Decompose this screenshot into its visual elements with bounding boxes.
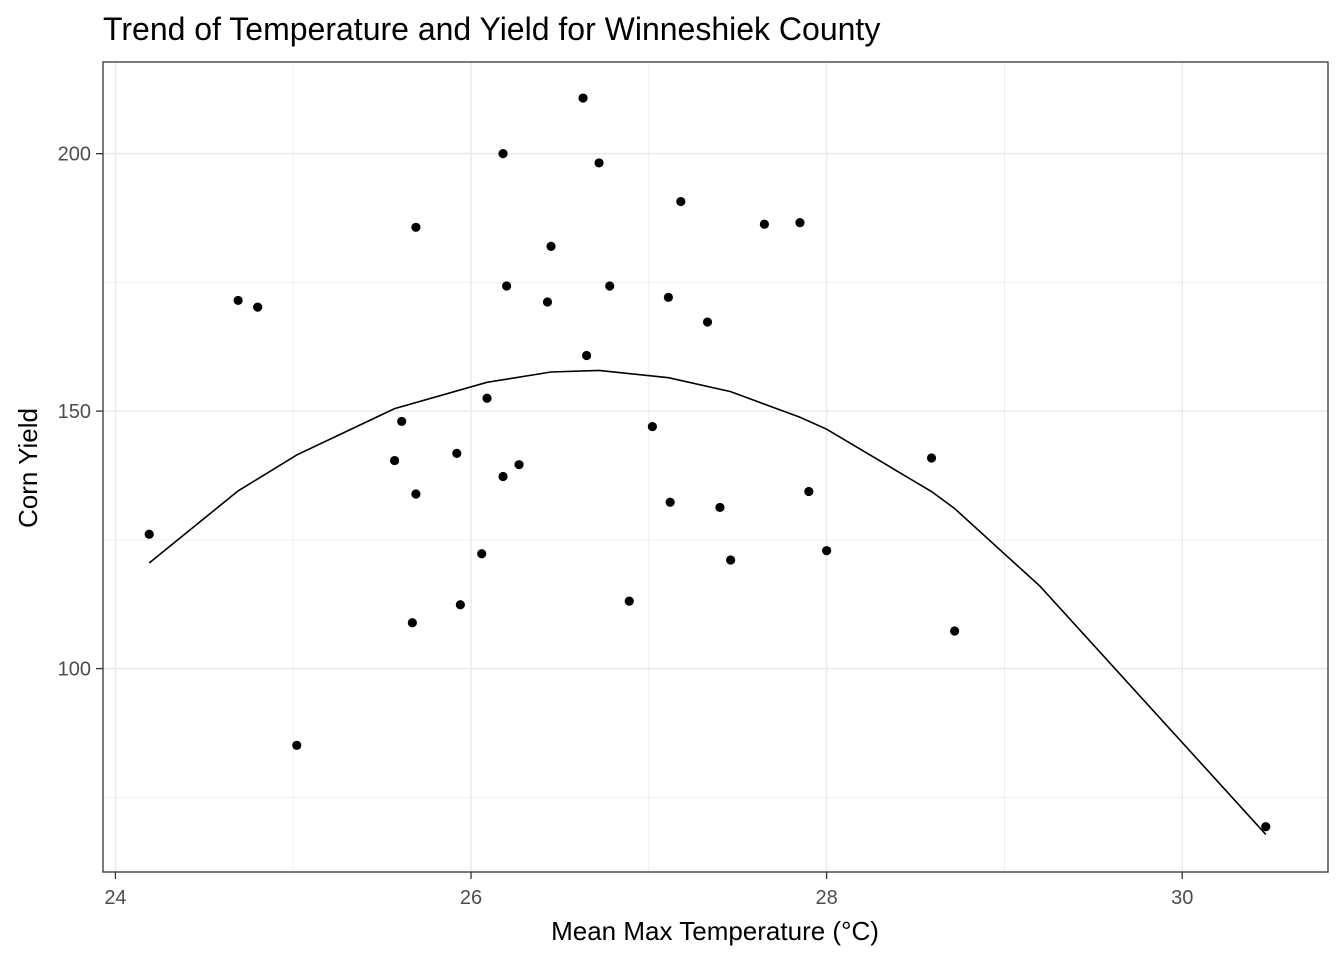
y-axis-title: Corn Yield	[13, 408, 43, 528]
data-points	[144, 93, 1271, 832]
data-point	[514, 460, 524, 470]
data-point	[804, 486, 814, 497]
data-point	[702, 317, 713, 327]
data-point	[605, 281, 615, 291]
data-point	[407, 618, 417, 628]
data-point	[822, 546, 832, 556]
data-point	[726, 555, 736, 565]
y-tick-label: 200	[58, 144, 91, 166]
y-tick-label: 100	[58, 659, 91, 681]
trend-line	[148, 369, 1267, 835]
data-point	[498, 471, 508, 482]
data-point	[665, 497, 675, 507]
data-point	[477, 549, 487, 559]
y-tick-label: 150	[58, 401, 91, 423]
data-point	[1261, 822, 1271, 832]
x-tick-label: 26	[460, 887, 482, 909]
data-point	[455, 600, 465, 610]
data-point	[759, 219, 769, 229]
minor-gridlines	[103, 62, 1328, 872]
data-point	[389, 455, 400, 466]
x-axis-title: Mean Max Temperature (°C)	[551, 916, 879, 946]
major-gridlines	[103, 62, 1328, 872]
data-point	[542, 297, 553, 307]
data-point	[253, 302, 263, 312]
data-point	[926, 453, 937, 463]
x-axis-ticks: 24 26 28 30	[104, 872, 1193, 909]
data-point	[594, 158, 604, 168]
data-point	[546, 241, 556, 251]
data-point	[144, 529, 154, 539]
y-axis-ticks: 100 150 200	[58, 144, 103, 681]
data-point	[950, 626, 960, 636]
data-point	[663, 292, 673, 302]
data-point	[411, 222, 421, 232]
x-tick-label: 28	[815, 887, 837, 909]
x-tick-label: 30	[1171, 887, 1193, 909]
data-point	[795, 218, 805, 228]
data-point	[578, 93, 588, 103]
data-point	[233, 295, 243, 306]
data-point	[498, 149, 508, 159]
data-point	[715, 502, 725, 513]
data-point	[397, 416, 407, 427]
data-point	[676, 196, 686, 207]
data-point	[411, 489, 421, 499]
data-point	[501, 281, 512, 291]
x-tick-label: 24	[104, 887, 126, 909]
data-point	[581, 350, 592, 361]
data-point	[452, 448, 462, 458]
data-point	[482, 393, 492, 403]
data-point	[292, 740, 302, 750]
chart-title: Trend of Temperature and Yield for Winne…	[103, 11, 880, 47]
data-point	[647, 421, 657, 432]
panel-border	[102, 61, 1329, 873]
data-point	[624, 596, 634, 606]
